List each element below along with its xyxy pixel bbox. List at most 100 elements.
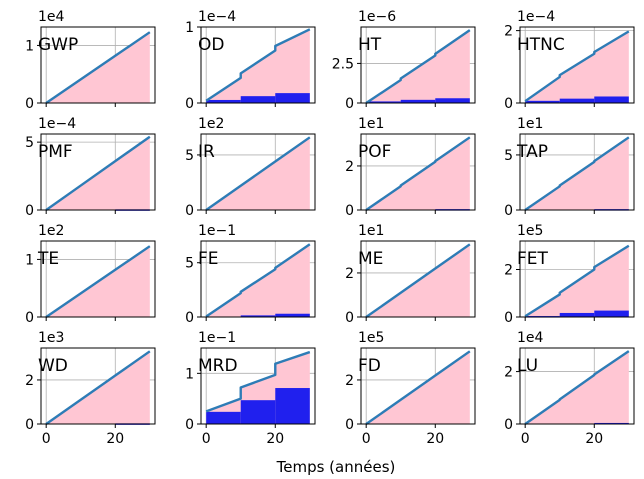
series-line	[365, 29, 471, 104]
axes-frame	[40, 240, 156, 318]
axes-frame	[519, 133, 635, 211]
panel-label: OD	[198, 35, 224, 55]
subplot-htnc: 0 21e−4 HTNC	[504, 9, 635, 112]
subplot-fet: 0 2 1e5 FET	[504, 223, 635, 326]
y-tick-label: 0	[25, 310, 34, 326]
bar	[594, 96, 629, 103]
axis-offset-text: 1e−1	[198, 330, 236, 346]
axis-offset-text: 1e1	[517, 116, 543, 132]
axis-offset-text: 1e1	[358, 116, 384, 132]
panel-label: POF	[358, 142, 391, 162]
axes-frame	[519, 240, 635, 318]
subplot-fe: 0 5 1e−1 FE	[185, 223, 316, 326]
panel-label: FE	[198, 249, 219, 269]
y-tick-label: 0	[345, 96, 354, 112]
y-tick-label: 0	[25, 417, 34, 433]
y-tick-label: 0	[504, 203, 513, 219]
axis-offset-text: 1e−1	[198, 223, 236, 239]
panel-label: HT	[358, 35, 382, 55]
panel-label: IR	[198, 142, 215, 162]
axis-offset-text: 1e−4	[517, 9, 555, 25]
x-tick-label: 0	[521, 431, 530, 447]
axes-frame	[200, 26, 316, 104]
series-line	[524, 30, 630, 103]
series-line	[205, 350, 311, 413]
y-tick-label: 5	[185, 148, 194, 164]
series-line	[365, 136, 471, 211]
panel-label: TE	[37, 249, 59, 269]
axes-frame	[519, 26, 635, 104]
axis-offset-text: 1e−4	[38, 116, 76, 132]
panel-label: HTNC	[517, 35, 565, 55]
series-line	[524, 244, 630, 318]
axis-offset-text: 1e2	[198, 116, 224, 132]
y-tick-label: 0	[185, 417, 194, 433]
panel-label: MRD	[198, 356, 238, 376]
y-tick-label: 1	[185, 366, 194, 382]
y-tick-label: 2	[345, 373, 354, 389]
bar	[240, 315, 276, 317]
x-tick-label: 20	[426, 431, 444, 447]
area-fill	[525, 31, 629, 103]
series-line	[524, 350, 630, 425]
bar	[559, 312, 595, 317]
bar	[525, 100, 560, 103]
y-tick-label: 0	[504, 417, 513, 433]
series-line	[205, 243, 311, 318]
y-tick-label: 2	[345, 266, 354, 282]
y-tick-label: 1	[185, 20, 194, 36]
bar	[206, 411, 241, 424]
y-tick-label: 5	[185, 256, 194, 272]
axis-offset-text: 1e4	[517, 330, 544, 346]
axes-frame	[519, 347, 635, 425]
axes-frame	[40, 133, 156, 211]
panel-label: LU	[517, 356, 538, 376]
subplot-pmf: 0 51e−4 PMF	[25, 116, 156, 219]
y-tick-label: 2	[25, 373, 34, 389]
bar	[240, 96, 276, 103]
series-line	[45, 245, 151, 318]
y-tick-label: 5	[25, 135, 34, 151]
subplot-pof: 0 2 1e1 POF	[345, 116, 476, 219]
y-tick-label: 0	[185, 96, 194, 112]
bar	[206, 99, 241, 103]
axes-frame	[360, 240, 476, 318]
series-line	[365, 350, 471, 425]
series-line	[365, 243, 471, 318]
bar	[275, 388, 310, 424]
y-tick-label: 0	[345, 203, 354, 219]
series-line	[205, 136, 311, 211]
panel-label: FD	[358, 356, 381, 376]
series-line	[45, 135, 151, 211]
axes-frame	[200, 240, 316, 318]
y-tick-label: 1	[25, 252, 34, 268]
y-tick-label: 0	[345, 310, 354, 326]
axes-frame	[360, 347, 476, 425]
axes-frame	[200, 133, 316, 211]
y-tick-label: 2.5	[332, 56, 354, 72]
axis-offset-text: 1e4	[38, 9, 65, 25]
x-axis-label: Temps (années)	[276, 458, 396, 476]
bar	[594, 310, 629, 317]
subplot-od: 0 11e−4 OD	[185, 9, 316, 112]
panel-label: PMF	[38, 142, 73, 162]
y-tick-label: 1	[25, 38, 34, 54]
axis-offset-text: 1e5	[517, 223, 543, 239]
bar	[275, 93, 310, 103]
bar	[240, 400, 276, 424]
bar	[559, 98, 595, 103]
bar	[275, 313, 310, 317]
x-tick-label: 0	[202, 431, 211, 447]
axis-offset-text: 1e−6	[358, 9, 396, 25]
panel-label: GWP	[38, 35, 78, 55]
series-line	[205, 28, 311, 102]
x-tick-label: 20	[585, 431, 603, 447]
